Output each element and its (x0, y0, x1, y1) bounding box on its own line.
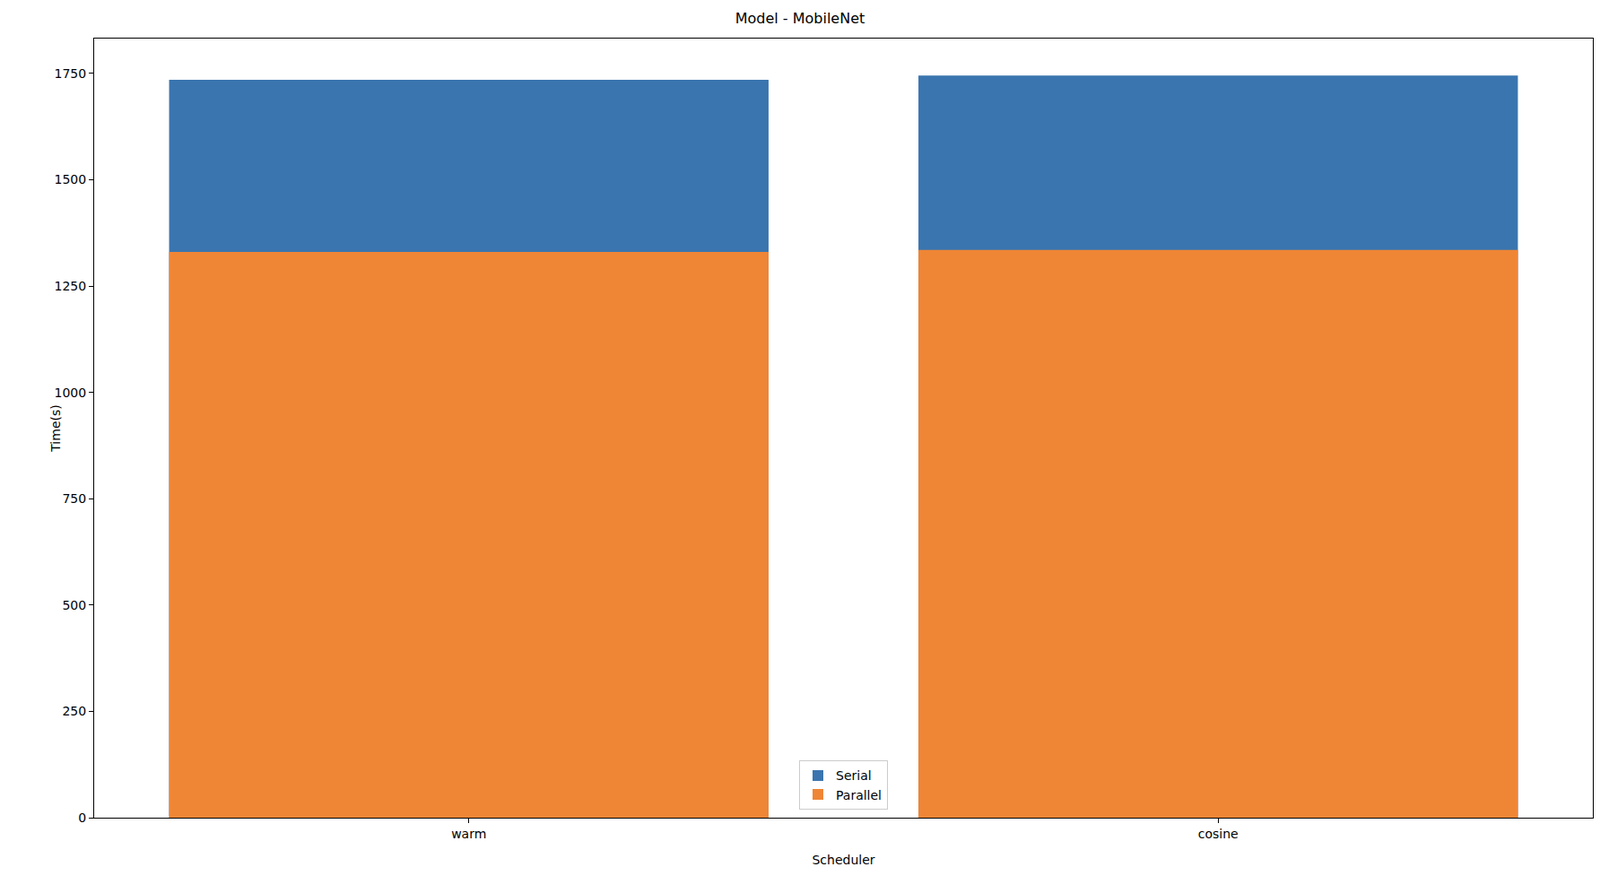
svg-text:250: 250 (61, 704, 87, 719)
svg-text:Parallel: Parallel (835, 788, 882, 803)
svg-text:1500: 1500 (54, 172, 87, 187)
svg-text:Serial: Serial (835, 768, 872, 783)
svg-text:cosine: cosine (1198, 826, 1239, 842)
svg-text:1250: 1250 (54, 278, 87, 294)
svg-text:Model - MobileNet: Model - MobileNet (735, 9, 866, 27)
svg-text:warm: warm (451, 826, 487, 842)
svg-text:Time(s): Time(s) (48, 404, 63, 453)
svg-text:750: 750 (61, 491, 87, 506)
svg-text:1000: 1000 (54, 385, 87, 400)
svg-text:Scheduler: Scheduler (811, 852, 875, 868)
svg-text:500: 500 (61, 598, 87, 613)
svg-text:0: 0 (78, 810, 87, 826)
svg-text:1750: 1750 (54, 66, 87, 81)
